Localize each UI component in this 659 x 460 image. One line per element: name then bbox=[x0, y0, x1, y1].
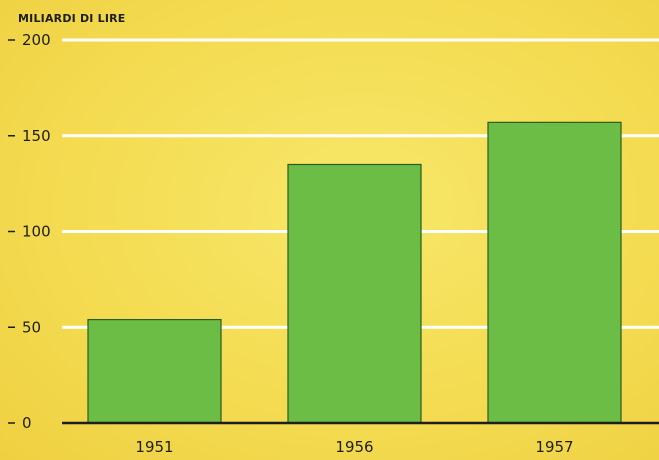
x-category-label-1951: 1951 bbox=[135, 438, 173, 456]
y-axis-unit-label: MILIARDI DI LIRE bbox=[18, 12, 126, 25]
y-tick-label-200: 200 bbox=[22, 31, 51, 49]
y-tick-label-150: 150 bbox=[22, 127, 51, 145]
x-category-label-1957: 1957 bbox=[535, 438, 573, 456]
y-axis-ticks: 0 50 100 150 200 bbox=[8, 31, 51, 432]
y-tick-label-0: 0 bbox=[22, 414, 32, 432]
bar-1951 bbox=[87, 318, 222, 424]
bar-1957 bbox=[487, 121, 622, 424]
x-axis-labels: 1951 1956 1957 bbox=[135, 438, 573, 456]
x-category-label-1956: 1956 bbox=[335, 438, 373, 456]
bars bbox=[87, 121, 622, 424]
y-tick-label-100: 100 bbox=[22, 223, 51, 241]
y-tick-label-50: 50 bbox=[22, 318, 41, 336]
bar-1956 bbox=[287, 163, 422, 424]
